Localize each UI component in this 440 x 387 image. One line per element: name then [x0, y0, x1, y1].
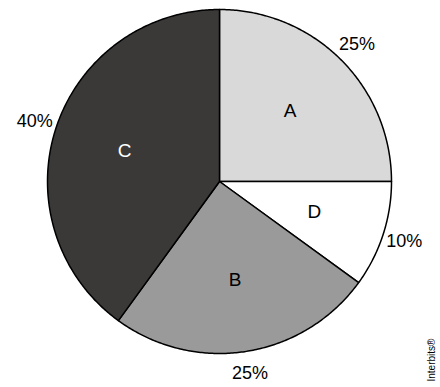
svg-text:10%: 10% — [386, 231, 422, 251]
svg-text:C: C — [118, 140, 132, 161]
svg-text:25%: 25% — [339, 34, 375, 54]
svg-text:Interbits®: Interbits® — [426, 338, 437, 382]
svg-text:B: B — [229, 269, 242, 290]
svg-text:25%: 25% — [232, 363, 268, 383]
svg-text:40%: 40% — [17, 111, 53, 131]
svg-text:A: A — [284, 100, 297, 121]
svg-text:D: D — [308, 201, 322, 222]
